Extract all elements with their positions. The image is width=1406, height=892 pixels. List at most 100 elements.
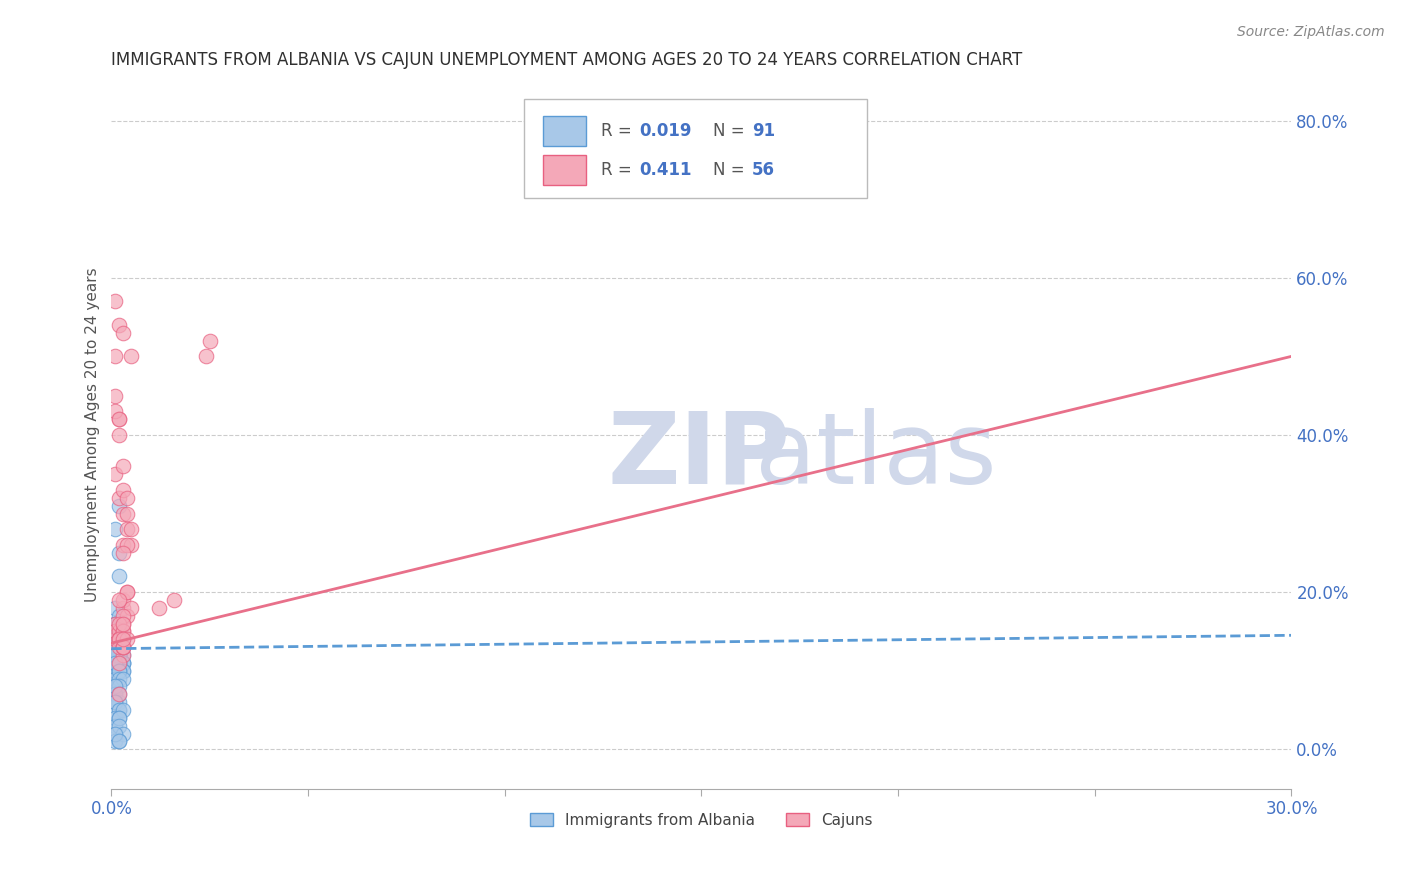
Point	[108, 318, 131, 332]
FancyBboxPatch shape	[543, 155, 586, 185]
Point	[104, 632, 127, 647]
Point	[108, 632, 131, 647]
Point	[112, 593, 135, 607]
Point	[108, 412, 131, 426]
Point	[104, 648, 127, 662]
Point	[108, 711, 131, 725]
Point	[108, 616, 131, 631]
Point	[104, 624, 127, 639]
Point	[104, 719, 127, 733]
Text: R =: R =	[602, 122, 637, 140]
Point	[104, 648, 127, 662]
Point	[112, 672, 135, 686]
Text: atlas: atlas	[755, 408, 997, 505]
Point	[108, 672, 131, 686]
Point	[108, 632, 131, 647]
Point	[112, 538, 135, 552]
Point	[108, 656, 131, 670]
Point	[112, 624, 135, 639]
Point	[104, 624, 127, 639]
Point	[104, 672, 127, 686]
Point	[108, 695, 131, 709]
Point	[108, 648, 131, 662]
Point	[104, 648, 127, 662]
Point	[120, 522, 142, 536]
Point	[104, 656, 127, 670]
Point	[104, 664, 127, 678]
Point	[120, 538, 142, 552]
Point	[108, 648, 131, 662]
Point	[115, 538, 138, 552]
Point	[112, 640, 135, 654]
Point	[112, 632, 135, 647]
Point	[104, 522, 127, 536]
Point	[108, 703, 131, 717]
Point	[104, 632, 127, 647]
Text: Source: ZipAtlas.com: Source: ZipAtlas.com	[1237, 25, 1385, 39]
Point	[104, 294, 127, 309]
Point	[104, 616, 127, 631]
Point	[108, 648, 131, 662]
Text: IMMIGRANTS FROM ALBANIA VS CAJUN UNEMPLOYMENT AMONG AGES 20 TO 24 YEARS CORRELAT: IMMIGRANTS FROM ALBANIA VS CAJUN UNEMPLO…	[111, 51, 1022, 69]
Point	[104, 672, 127, 686]
Point	[104, 640, 127, 654]
Text: R =: R =	[602, 161, 637, 178]
Point	[115, 491, 138, 505]
Point	[112, 632, 135, 647]
Point	[108, 640, 131, 654]
Y-axis label: Unemployment Among Ages 20 to 24 years: Unemployment Among Ages 20 to 24 years	[86, 268, 100, 602]
Point	[104, 640, 127, 654]
Point	[115, 585, 138, 599]
Point	[112, 616, 135, 631]
Point	[194, 350, 217, 364]
Point	[108, 593, 131, 607]
Point	[104, 640, 127, 654]
Point	[108, 648, 131, 662]
Point	[112, 664, 135, 678]
Text: 0.019: 0.019	[638, 122, 692, 140]
Point	[108, 632, 131, 647]
Point	[112, 648, 135, 662]
Text: ZIP: ZIP	[607, 408, 790, 505]
Point	[104, 632, 127, 647]
Point	[112, 656, 135, 670]
Point	[108, 632, 131, 647]
Text: N =: N =	[713, 161, 751, 178]
FancyBboxPatch shape	[524, 99, 866, 198]
Point	[112, 664, 135, 678]
Point	[108, 656, 131, 670]
Point	[104, 664, 127, 678]
Point	[104, 640, 127, 654]
Point	[104, 687, 127, 701]
Point	[148, 600, 170, 615]
Point	[108, 412, 131, 426]
Point	[108, 656, 131, 670]
Text: 91: 91	[752, 122, 775, 140]
Point	[108, 648, 131, 662]
Point	[112, 640, 135, 654]
Point	[104, 632, 127, 647]
Point	[108, 687, 131, 701]
Point	[104, 679, 127, 693]
Point	[108, 428, 131, 442]
Point	[115, 507, 138, 521]
Point	[108, 608, 131, 623]
Legend: Immigrants from Albania, Cajuns: Immigrants from Albania, Cajuns	[524, 806, 879, 834]
Point	[108, 687, 131, 701]
Point	[198, 334, 221, 348]
Point	[104, 640, 127, 654]
Point	[112, 616, 135, 631]
Point	[104, 734, 127, 748]
Point	[104, 656, 127, 670]
Point	[104, 616, 127, 631]
Point	[104, 695, 127, 709]
FancyBboxPatch shape	[543, 116, 586, 145]
Point	[108, 624, 131, 639]
Point	[108, 632, 131, 647]
Point	[104, 648, 127, 662]
Point	[115, 522, 138, 536]
Point	[112, 326, 135, 340]
Point	[104, 711, 127, 725]
Point	[112, 608, 135, 623]
Point	[104, 624, 127, 639]
